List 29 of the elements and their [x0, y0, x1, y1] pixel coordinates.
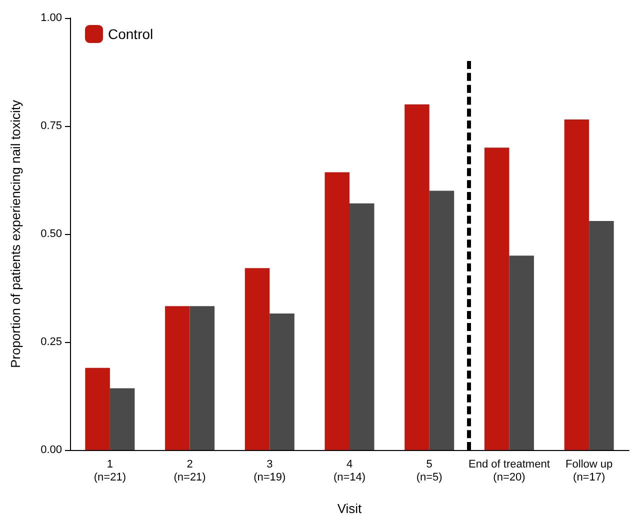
y-tick-label: 1.00 — [40, 12, 62, 24]
bar — [244, 268, 270, 450]
bar — [589, 221, 614, 450]
x-tick-label: 2 (n=21) — [174, 458, 206, 484]
x-tick-label: 5 (n=5) — [416, 458, 442, 484]
y-tick-label: 0.75 — [40, 120, 62, 132]
bar — [85, 368, 110, 450]
bar — [165, 306, 190, 450]
x-tick-label: End of treatment (n=20) — [468, 458, 550, 484]
y-axis-title: Proportion of patients experiencing nail toxicity — [8, 99, 23, 368]
bar — [509, 256, 534, 450]
bar — [429, 190, 454, 450]
bar — [110, 388, 135, 450]
y-tick-label: 0.25 — [40, 336, 62, 348]
bar — [350, 203, 374, 450]
x-tick-label: 1 (n=21) — [94, 458, 126, 484]
x-axis-title: Visit — [337, 501, 362, 516]
x-tick-label: 3 (n=19) — [254, 458, 286, 484]
bar — [564, 120, 590, 450]
x-tick-label: 4 (n=14) — [333, 458, 366, 484]
x-tick-label: Follow up (n=17) — [566, 458, 613, 484]
y-tick-label: 0.00 — [40, 444, 62, 456]
bar — [404, 104, 430, 450]
bar — [270, 313, 294, 450]
bar — [484, 148, 510, 450]
legend-label: Control — [108, 26, 154, 42]
y-tick-label: 0.50 — [40, 228, 62, 240]
bar — [324, 172, 350, 450]
bar — [190, 306, 215, 450]
